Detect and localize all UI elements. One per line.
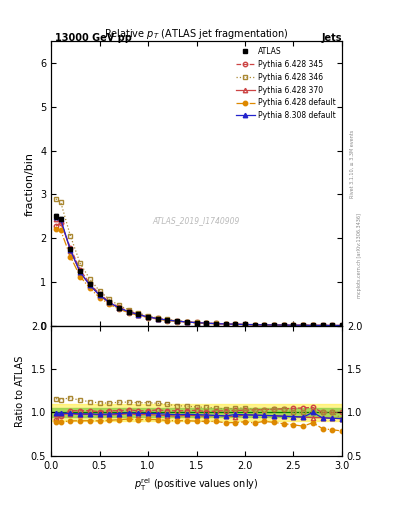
X-axis label: $p_{\rm T}^{\rm rel}$ (positive values only): $p_{\rm T}^{\rm rel}$ (positive values o…	[134, 476, 259, 493]
Y-axis label: fraction/bin: fraction/bin	[24, 152, 35, 216]
Title: Relative $p_T$ (ATLAS jet fragmentation): Relative $p_T$ (ATLAS jet fragmentation)	[104, 27, 289, 41]
Text: Rivet 3.1.10, ≥ 3.3M events: Rivet 3.1.10, ≥ 3.3M events	[350, 130, 354, 198]
Text: Jets: Jets	[321, 33, 342, 44]
Text: ATLAS_2019_I1740909: ATLAS_2019_I1740909	[153, 216, 240, 225]
Y-axis label: Ratio to ATLAS: Ratio to ATLAS	[15, 355, 25, 426]
Bar	[51, 404, 342, 421]
Bar	[51, 408, 342, 417]
Text: mcplots.cern.ch [arXiv:1306.3436]: mcplots.cern.ch [arXiv:1306.3436]	[357, 214, 362, 298]
Text: 13000 GeV pp: 13000 GeV pp	[55, 33, 132, 44]
Legend: ATLAS, Pythia 6.428 345, Pythia 6.428 346, Pythia 6.428 370, Pythia 6.428 defaul: ATLAS, Pythia 6.428 345, Pythia 6.428 34…	[233, 45, 338, 122]
